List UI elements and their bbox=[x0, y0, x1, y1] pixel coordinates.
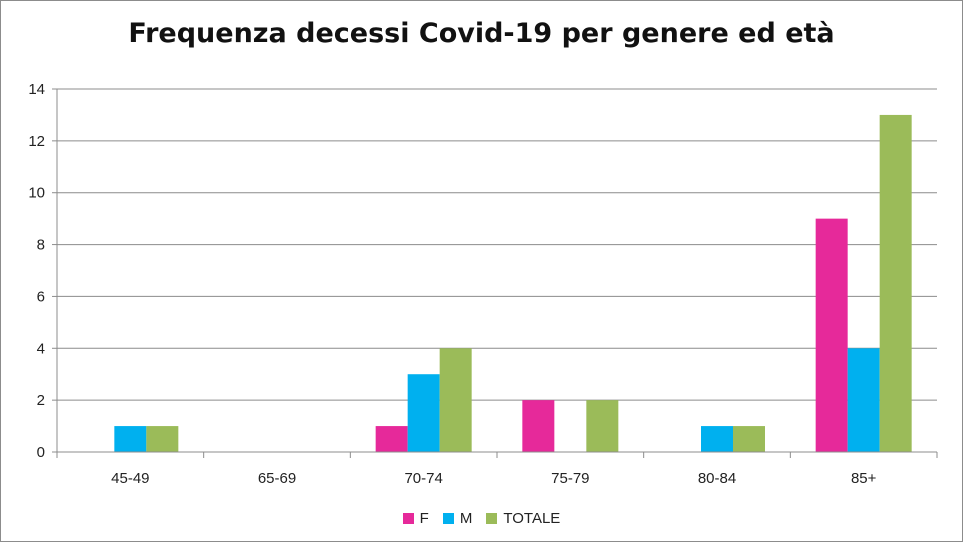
legend: F M TOTALE bbox=[0, 510, 963, 527]
bar-totale-45-49 bbox=[146, 426, 179, 452]
y-tick-label: 12 bbox=[28, 133, 45, 150]
legend-swatch bbox=[442, 513, 454, 524]
legend-item-f: F bbox=[402, 510, 429, 527]
bar-totale-75-79 bbox=[586, 400, 619, 452]
legend-swatch bbox=[486, 513, 498, 524]
bar-f-75-79 bbox=[522, 400, 555, 452]
legend-item-totale: TOTALE bbox=[486, 510, 560, 527]
axes bbox=[52, 88, 938, 458]
legend-label: F bbox=[419, 510, 429, 527]
x-tick-label: 85+ bbox=[851, 470, 877, 487]
y-tick-label: 4 bbox=[37, 340, 45, 357]
bar-f-85+ bbox=[815, 218, 848, 452]
bar-totale-70-74 bbox=[439, 348, 472, 452]
legend-item-m: M bbox=[442, 510, 473, 527]
bar-totale-85+ bbox=[879, 114, 912, 452]
y-tick-label: 10 bbox=[28, 185, 45, 202]
y-tick-label: 0 bbox=[37, 444, 45, 461]
bar-m-85+ bbox=[847, 348, 880, 452]
legend-label: TOTALE bbox=[503, 510, 561, 527]
gridlines bbox=[57, 88, 937, 401]
y-tick-label: 8 bbox=[37, 237, 45, 254]
bars bbox=[114, 114, 912, 452]
legend-label: M bbox=[459, 510, 473, 527]
bar-totale-80-84 bbox=[733, 426, 765, 452]
x-tick-label: 80-84 bbox=[698, 470, 736, 487]
bar-f-70-74 bbox=[375, 426, 408, 452]
legend-swatch bbox=[402, 513, 414, 524]
bar-m-80-84 bbox=[701, 426, 733, 452]
tick-labels: 0 2 4 6 8 10 12 14 45-49 65-69 70-74 75-79 80-84 85+ bbox=[28, 81, 876, 487]
y-tick-label: 2 bbox=[37, 392, 45, 409]
bar-m-70-74 bbox=[407, 374, 440, 452]
y-tick-label: 14 bbox=[28, 81, 45, 98]
x-tick-label: 70-74 bbox=[404, 470, 442, 487]
chart-title: Frequenza decessi Covid-19 per genere ed… bbox=[128, 18, 835, 49]
x-tick-label: 75-79 bbox=[551, 470, 589, 487]
y-tick-label: 6 bbox=[37, 288, 45, 305]
x-tick-label: 65-69 bbox=[258, 470, 296, 487]
bar-m-45-49 bbox=[114, 426, 147, 452]
x-tick-label: 45-49 bbox=[111, 470, 149, 487]
